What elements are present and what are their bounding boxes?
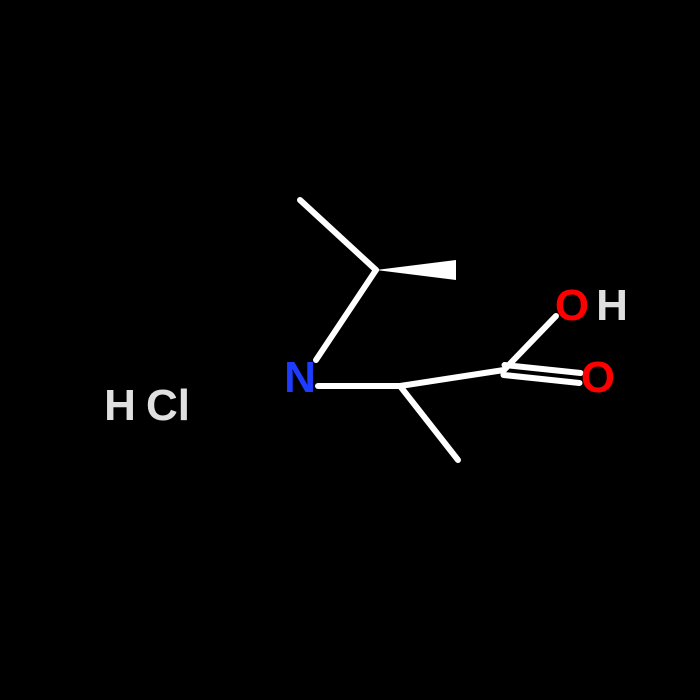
bond-svg	[0, 0, 700, 700]
atom-HCl_H: H	[104, 384, 136, 428]
chemical-structure-canvas: NOOHHCl	[0, 0, 700, 700]
atom-O2_O: O	[555, 284, 589, 328]
atom-O2_H: H	[596, 284, 628, 328]
atom-N: N	[284, 356, 316, 400]
atom-HCl_Cl: Cl	[146, 384, 190, 428]
atom-O1: O	[581, 356, 615, 400]
